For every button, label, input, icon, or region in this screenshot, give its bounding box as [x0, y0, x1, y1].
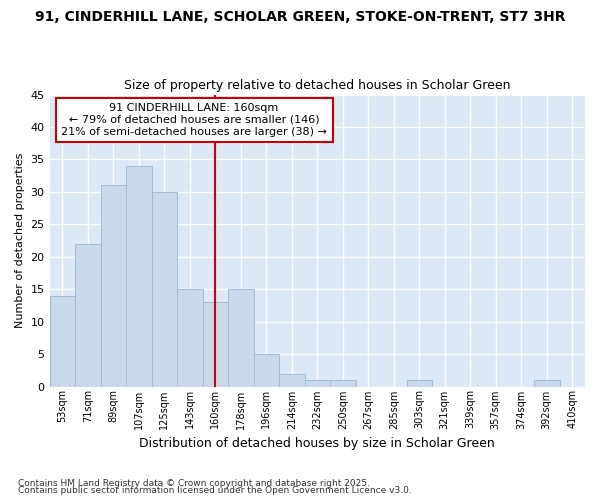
Bar: [101, 186, 126, 386]
Bar: [75, 244, 101, 386]
Bar: [407, 380, 432, 386]
Text: Contains HM Land Registry data © Crown copyright and database right 2025.: Contains HM Land Registry data © Crown c…: [18, 478, 370, 488]
Y-axis label: Number of detached properties: Number of detached properties: [15, 153, 25, 328]
Text: 91 CINDERHILL LANE: 160sqm
← 79% of detached houses are smaller (146)
21% of sem: 91 CINDERHILL LANE: 160sqm ← 79% of deta…: [61, 104, 327, 136]
Bar: [305, 380, 330, 386]
Bar: [330, 380, 356, 386]
Text: Contains public sector information licensed under the Open Government Licence v3: Contains public sector information licen…: [18, 486, 412, 495]
X-axis label: Distribution of detached houses by size in Scholar Green: Distribution of detached houses by size …: [139, 437, 495, 450]
Bar: [177, 289, 203, 386]
Title: Size of property relative to detached houses in Scholar Green: Size of property relative to detached ho…: [124, 79, 511, 92]
Bar: [152, 192, 177, 386]
Bar: [279, 374, 305, 386]
Bar: [203, 302, 228, 386]
Bar: [254, 354, 279, 386]
Bar: [50, 296, 75, 386]
Bar: [126, 166, 152, 386]
Bar: [228, 289, 254, 386]
Text: 91, CINDERHILL LANE, SCHOLAR GREEN, STOKE-ON-TRENT, ST7 3HR: 91, CINDERHILL LANE, SCHOLAR GREEN, STOK…: [35, 10, 565, 24]
Bar: [534, 380, 560, 386]
